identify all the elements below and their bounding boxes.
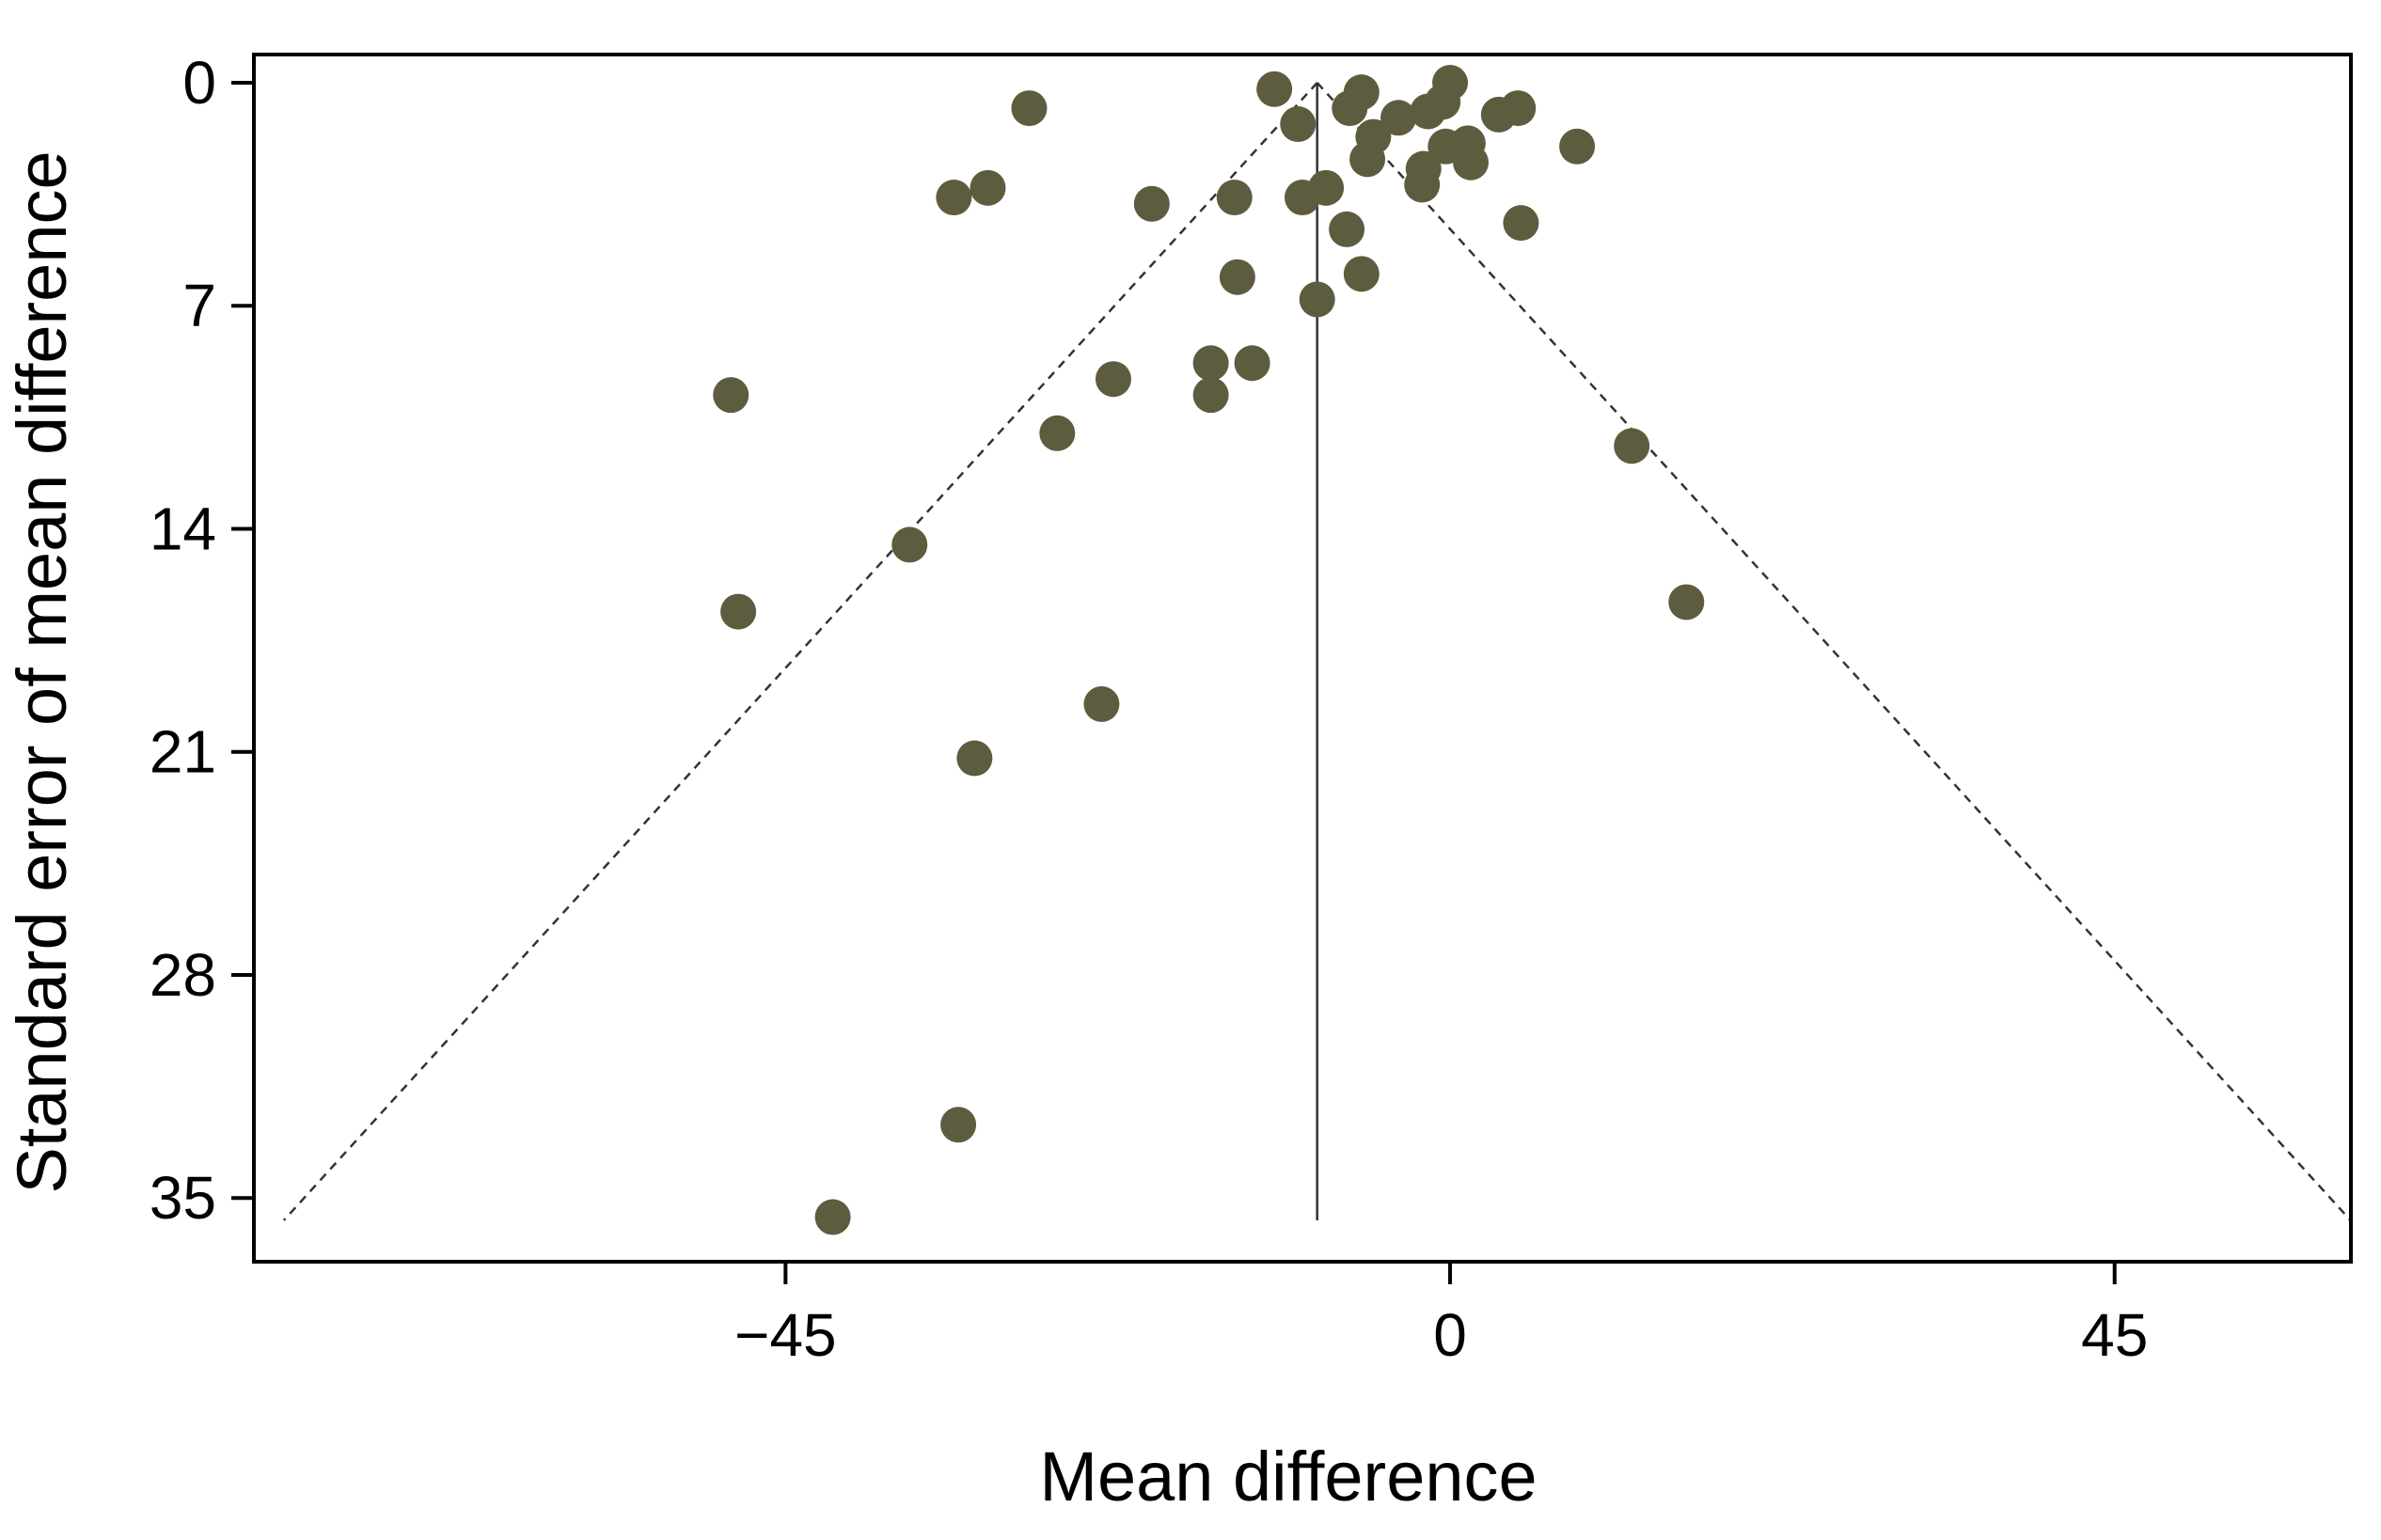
funnel-right-boundary bbox=[1316, 82, 2352, 1221]
data-point bbox=[1083, 685, 1120, 722]
x-tick-label: 45 bbox=[2081, 1301, 2148, 1369]
data-point bbox=[1216, 180, 1253, 216]
data-point bbox=[891, 526, 928, 563]
x-tick-label: −45 bbox=[734, 1301, 837, 1369]
data-point bbox=[936, 180, 972, 216]
data-point bbox=[720, 593, 757, 630]
data-point bbox=[1668, 584, 1705, 621]
data-point bbox=[1256, 71, 1293, 107]
data-point bbox=[940, 1107, 977, 1143]
y-tick-label: 28 bbox=[150, 941, 216, 1009]
data-point bbox=[1332, 90, 1368, 127]
data-point bbox=[1234, 345, 1270, 382]
x-tick-label: 0 bbox=[1433, 1301, 1467, 1369]
data-point bbox=[1329, 211, 1365, 247]
data-point bbox=[1380, 100, 1417, 136]
y-axis-title: Standard error of mean difference bbox=[3, 150, 81, 1193]
data-point bbox=[1614, 428, 1650, 464]
y-tick-label: 21 bbox=[150, 718, 216, 786]
y-axis: 0 7 14 21 28 35 bbox=[150, 49, 254, 1232]
data-point bbox=[1192, 377, 1229, 414]
data-point bbox=[1343, 256, 1380, 292]
data-point bbox=[1503, 205, 1539, 242]
data-point bbox=[1285, 180, 1320, 216]
data-point bbox=[1280, 106, 1317, 143]
data-point bbox=[1039, 415, 1076, 451]
data-point bbox=[1219, 259, 1255, 295]
data-point bbox=[1559, 128, 1596, 165]
data-point bbox=[1133, 185, 1170, 222]
plot-frame bbox=[252, 53, 2353, 1264]
data-point bbox=[1349, 141, 1386, 178]
data-point bbox=[1500, 90, 1537, 127]
data-point bbox=[1299, 281, 1335, 318]
data-point bbox=[956, 740, 993, 777]
data-point bbox=[1453, 144, 1490, 181]
x-axis: −45 0 45 bbox=[734, 1262, 2148, 1369]
x-axis-title: Mean difference bbox=[1039, 1438, 1537, 1516]
y-tick-label: 14 bbox=[150, 495, 216, 562]
funnel-lines bbox=[282, 82, 2352, 1221]
data-point bbox=[713, 377, 749, 414]
funnel-left-boundary bbox=[282, 82, 1318, 1221]
data-point bbox=[814, 1199, 851, 1235]
y-tick-label: 7 bbox=[182, 272, 216, 339]
data-point bbox=[1011, 90, 1048, 127]
data-point bbox=[970, 169, 1006, 206]
y-tick-label: 0 bbox=[182, 49, 216, 117]
data-point bbox=[1192, 345, 1229, 382]
y-tick-label: 35 bbox=[150, 1164, 216, 1232]
data-points bbox=[713, 65, 1705, 1235]
data-point bbox=[1404, 166, 1441, 203]
data-point bbox=[1095, 361, 1131, 398]
data-point bbox=[1425, 84, 1461, 120]
